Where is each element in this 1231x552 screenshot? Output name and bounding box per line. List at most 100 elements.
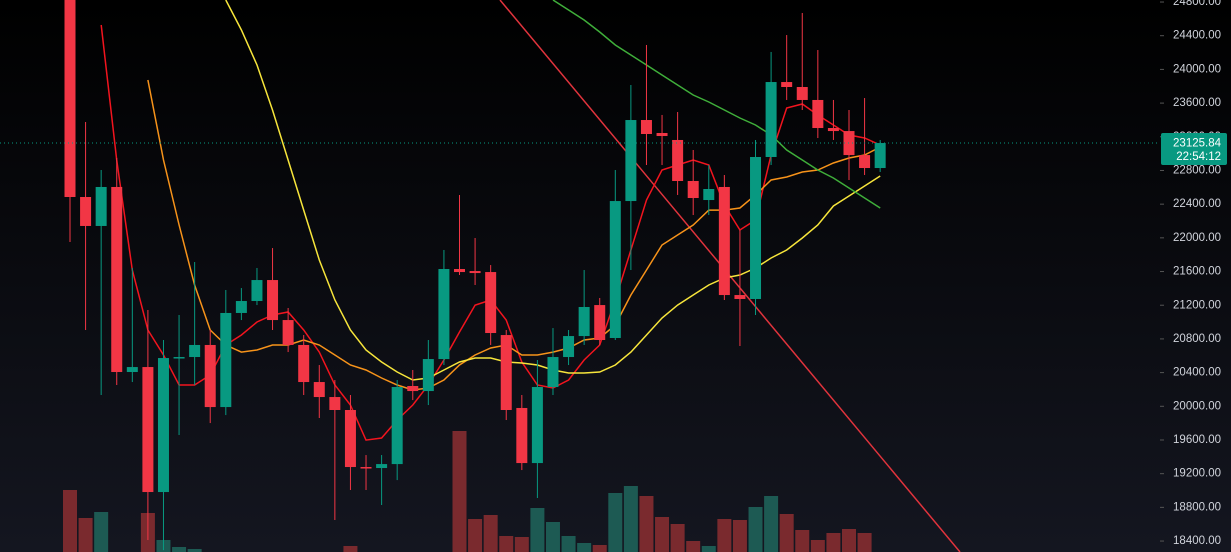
candle-body bbox=[454, 269, 465, 273]
y-tick-label: 22000.00 bbox=[1173, 232, 1221, 244]
candle-body bbox=[516, 407, 528, 464]
candle-body bbox=[750, 156, 762, 299]
volume-bar bbox=[530, 508, 545, 552]
candle-body bbox=[220, 312, 232, 408]
volume-bar bbox=[452, 431, 467, 552]
candle-body bbox=[625, 120, 637, 202]
candle-body bbox=[313, 382, 325, 398]
candle-body bbox=[95, 186, 107, 226]
candle-body bbox=[703, 188, 715, 201]
candle-body bbox=[376, 464, 388, 469]
candle-body bbox=[189, 344, 201, 358]
volume-bar bbox=[686, 541, 701, 552]
candle-body bbox=[718, 186, 730, 296]
volume-bar bbox=[483, 515, 498, 552]
candle-body bbox=[812, 99, 824, 129]
volume-layer bbox=[63, 431, 872, 552]
candle-body bbox=[173, 357, 185, 359]
candle-body bbox=[500, 335, 512, 410]
countdown-label: 22:54:12 bbox=[1176, 151, 1221, 163]
y-tick-label: 21200.00 bbox=[1173, 299, 1221, 311]
candle-body bbox=[64, 0, 76, 197]
candle-body bbox=[609, 201, 621, 338]
plot-layer bbox=[0, 0, 1160, 552]
candle-body bbox=[531, 387, 543, 464]
candle-body bbox=[594, 305, 606, 341]
price-tag-box bbox=[1161, 133, 1227, 166]
candle-body bbox=[672, 139, 684, 181]
volume-bar bbox=[795, 530, 810, 552]
candle-body bbox=[111, 186, 123, 373]
candle-body bbox=[765, 82, 777, 157]
candle-body bbox=[687, 180, 699, 199]
candle-body bbox=[578, 306, 590, 337]
volume-bar bbox=[545, 522, 560, 552]
candle-body bbox=[640, 120, 652, 134]
candle-body bbox=[827, 128, 839, 132]
volume-bar bbox=[826, 533, 841, 552]
volume-bar bbox=[468, 519, 483, 552]
volume-bar bbox=[172, 547, 187, 552]
volume-bar bbox=[639, 496, 654, 552]
y-tick-label: 23600.00 bbox=[1173, 97, 1221, 109]
moving-average-line bbox=[552, 0, 881, 209]
volume-bar bbox=[857, 533, 872, 552]
candle-body bbox=[267, 280, 279, 321]
volume-bar bbox=[779, 514, 794, 552]
candle-body bbox=[235, 301, 247, 313]
volume-bar bbox=[670, 524, 685, 552]
volume-bar bbox=[514, 537, 529, 552]
volume-bar bbox=[94, 512, 109, 552]
candle-body bbox=[142, 367, 154, 493]
volume-bar bbox=[592, 545, 607, 552]
y-tick-label: 22800.00 bbox=[1173, 164, 1221, 176]
candle-body bbox=[781, 82, 793, 88]
y-tick-label: 19600.00 bbox=[1173, 434, 1221, 446]
y-tick-label: 22400.00 bbox=[1173, 198, 1221, 210]
y-tick-label: 18800.00 bbox=[1173, 501, 1221, 513]
candle-body bbox=[298, 344, 310, 383]
volume-bar bbox=[732, 520, 747, 552]
volume-bar bbox=[810, 540, 825, 552]
y-tick-label: 18400.00 bbox=[1173, 535, 1221, 547]
volume-bar bbox=[717, 519, 732, 552]
volume-bar bbox=[764, 496, 779, 552]
volume-bar bbox=[187, 549, 202, 552]
candle-body bbox=[734, 295, 746, 299]
candle-body bbox=[469, 271, 481, 274]
candle-body bbox=[251, 280, 263, 302]
candle-body bbox=[563, 336, 575, 358]
volume-bar bbox=[701, 546, 716, 552]
candle-body bbox=[438, 269, 450, 360]
candle-body bbox=[126, 367, 138, 373]
candle-body bbox=[859, 155, 871, 169]
volume-bar bbox=[748, 507, 763, 552]
volume-bar bbox=[608, 493, 623, 552]
volume-bar bbox=[343, 546, 358, 552]
candle-body bbox=[360, 467, 372, 469]
volume-bar bbox=[623, 486, 638, 552]
y-tick-label: 24400.00 bbox=[1173, 30, 1221, 42]
candle-body bbox=[157, 358, 169, 493]
candle-body bbox=[80, 196, 92, 226]
candle-body bbox=[204, 344, 216, 408]
candle-body bbox=[329, 397, 341, 410]
volume-bar bbox=[577, 543, 592, 552]
trend-line[interactable] bbox=[499, 0, 961, 552]
candle-body bbox=[485, 272, 497, 334]
candle-body bbox=[874, 143, 886, 169]
candle-body bbox=[422, 359, 434, 392]
volume-bar bbox=[561, 536, 576, 552]
last-price-label: 23125.84 bbox=[1173, 138, 1222, 150]
volume-bar bbox=[842, 529, 856, 552]
y-tick-label: 21600.00 bbox=[1173, 266, 1221, 278]
candle-body bbox=[547, 357, 559, 388]
candle-body bbox=[796, 87, 808, 100]
volume-bar bbox=[63, 490, 77, 552]
candle-body bbox=[407, 385, 419, 392]
volume-bar bbox=[655, 517, 670, 552]
y-tick-label: 20000.00 bbox=[1173, 400, 1221, 412]
y-tick-label: 19200.00 bbox=[1173, 468, 1221, 480]
